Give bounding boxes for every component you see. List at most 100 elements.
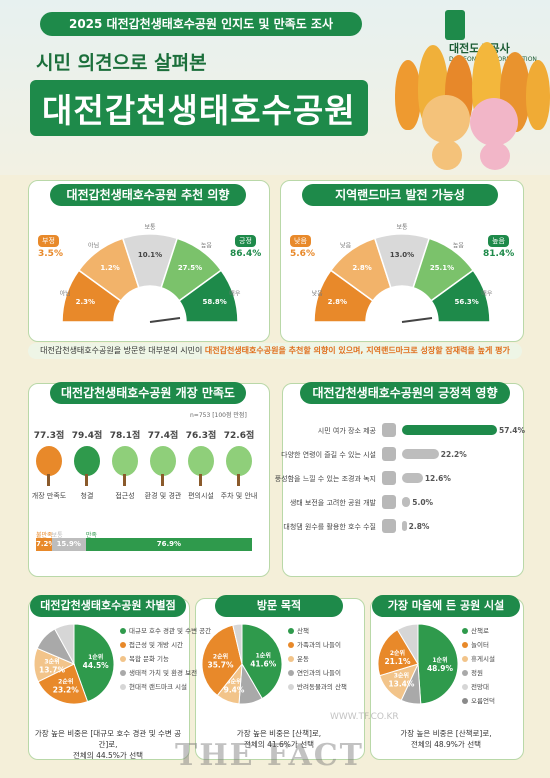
legend-dot: [462, 670, 468, 676]
legend-dot: [462, 628, 468, 634]
gauge-value-label: 27.5%: [178, 264, 202, 272]
satisfaction-bar-label: 만족: [85, 532, 97, 539]
tree-icon: [150, 446, 176, 476]
gauge-value-label: 56.3%: [455, 298, 479, 306]
legend-item: 정원: [462, 666, 495, 680]
pie-slice: [417, 623, 459, 705]
page-subtitle: 시민 의견으로 살펴본: [36, 52, 207, 74]
impact-icon: [382, 423, 396, 437]
pie-rank-label: 3순위: [226, 678, 241, 686]
gauge-value-label: 2.8%: [352, 264, 371, 272]
gauge-value-label: 25.1%: [430, 264, 454, 272]
pie-rank-label: 1순위: [256, 651, 271, 659]
impact-value: 57.4%: [499, 426, 526, 435]
gauge-summary: 대전갑천생태호수공원을 방문한 대부분의 시민이 대전갑천생태호수공원을 추천할…: [28, 343, 522, 359]
impact-label: 시민 여가 장소 제공: [317, 427, 376, 435]
tree-icon: [36, 446, 62, 476]
satisfaction-score: 79.4점: [71, 431, 103, 441]
impact-icon: [382, 471, 396, 485]
tree-trunk: [47, 474, 50, 486]
summary-text: 대전갑천생태호수공원을 방문한 대부분의 시민이: [40, 346, 205, 355]
gauge-category-label: 매우 높음: [229, 289, 242, 297]
impact-label: 대청댐 원수를 활용한 호수 수질: [283, 523, 376, 531]
satisfaction-bar-segment: 76.9%: [85, 538, 252, 551]
pie-value-label: 23.2%: [53, 685, 80, 694]
impact-value: 12.6%: [424, 474, 451, 483]
legend-dot: [288, 656, 294, 662]
pie-value-label: 35.7%: [207, 660, 234, 669]
legend-item: 대규모 호수 경관 및 수변 공간: [120, 624, 211, 638]
legend-dot: [462, 684, 468, 690]
tree-trunk: [85, 474, 88, 486]
gauge-category-label: 매우 낮음: [310, 289, 323, 297]
satisfaction-bar-label: 보통: [51, 532, 63, 539]
tree-icon: [226, 446, 252, 476]
impact-value: 2.8%: [408, 522, 430, 531]
legend-label: 휴게시설: [471, 655, 495, 663]
impact-icon: [382, 519, 396, 533]
pie-rank-label: 2순위: [213, 652, 228, 660]
pie-slice: [201, 624, 243, 697]
pie-value-label: 41.6%: [250, 659, 277, 668]
gauge-category-label: 아님: [88, 241, 99, 249]
legend-label: 놀이터: [471, 641, 489, 649]
positive-heading: 대전갑천생태호수공원의 긍정적 영향: [300, 382, 510, 404]
pie-summary: 가장 높은 비중은 [대규모 호수 경관 및 수변 공간]로, 전체의 44.5%…: [30, 728, 186, 761]
legend-label: 산책로: [471, 627, 489, 635]
legend-item: 복합 문화 기능: [120, 652, 211, 666]
legend-label: 전망대: [471, 683, 489, 691]
pie-summary: 가장 높은 비중은 [산책]로, 전체의 41.6%가 선택: [197, 728, 361, 750]
landmark-heading: 지역랜드마크 발전 가능성: [302, 184, 498, 206]
pie-value-label: 13.4%: [388, 679, 415, 688]
survey-title-pill: 2025 대전갑천생태호수공원 인지도 및 만족도 조사: [40, 12, 362, 36]
legend-item: 산책로: [462, 624, 495, 638]
satisfaction-label: 청결: [80, 492, 94, 500]
impact-bar: [402, 449, 439, 459]
tree-trunk: [161, 474, 164, 486]
gauge-value-label: 13.0%: [390, 251, 414, 259]
tree-trunk: [123, 474, 126, 486]
pie-slice: [73, 623, 115, 703]
legend-label: 접근성 및 개방 시간: [129, 641, 184, 649]
legend-item: 가족과의 나들이: [288, 638, 347, 652]
pie-rank-label: 2순위: [58, 677, 73, 685]
pie-value-label: 21.1%: [384, 657, 411, 666]
legend-dot: [288, 684, 294, 690]
positive-value: 86.4%: [230, 249, 262, 259]
pie-value-label: 9.4%: [224, 686, 245, 695]
satisfaction-score: 77.4점: [147, 431, 179, 441]
impact-label: 생태 보전을 고려한 공원 개발: [289, 499, 376, 507]
legend-dot: [120, 670, 126, 676]
gauge-category-label: 전혀 아님: [58, 289, 71, 297]
legend-item: 놀이터: [462, 638, 495, 652]
pie-slice: [241, 623, 283, 700]
gauge-segment: [430, 269, 491, 323]
high-tag: 높음: [488, 235, 509, 247]
legend-label: 가족과의 나들이: [297, 641, 341, 649]
pie-legend: 산책 가족과의 나들이 운동 연인과의 나들이 반려동물과의 산책: [288, 624, 347, 694]
satisfaction-score: 77.3점: [33, 431, 65, 441]
pie-rank-label: 2순위: [390, 649, 405, 657]
pie-value-label: 13.7%: [39, 666, 66, 675]
legend-item: 전망대: [462, 680, 495, 694]
pie-rank-label: 1순위: [88, 653, 103, 661]
legend-item: 접근성 및 개방 시간: [120, 638, 211, 652]
legend-label: 산책: [297, 627, 309, 635]
legend-label: 오름언덕: [471, 697, 495, 705]
legend-dot: [288, 642, 294, 648]
pie-legend: 대규모 호수 경관 및 수변 공간 접근성 및 개방 시간 복합 문화 기능 생태적 …: [120, 624, 211, 694]
pie-slice: [54, 623, 75, 665]
legend-dot: [462, 642, 468, 648]
legend-item: 산책: [288, 624, 347, 638]
legend-label: 대규모 호수 경관 및 수변 공간: [129, 627, 212, 635]
positive-tag: 긍정: [235, 235, 256, 247]
facility-heading: 가장 마음에 든 공원 시설: [372, 595, 520, 617]
gauge-segment: [178, 269, 239, 323]
gauge-category-label: 높음: [453, 242, 465, 249]
impact-value: 5.0%: [412, 498, 434, 507]
high-value: 81.4%: [483, 249, 515, 259]
impact-bar: [402, 497, 411, 507]
satisfaction-label: 개장 만족도: [31, 492, 67, 500]
gauge-needle: [401, 317, 433, 323]
legend-item: 현대적 랜드마크 시설: [120, 680, 211, 694]
